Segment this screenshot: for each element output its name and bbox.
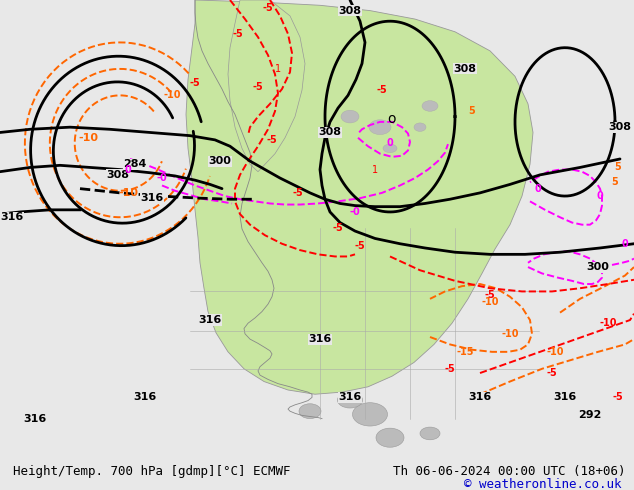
Text: 316: 316: [553, 392, 577, 402]
Text: -5: -5: [484, 290, 495, 299]
Text: -10: -10: [118, 188, 138, 198]
Text: -5: -5: [233, 29, 243, 39]
Text: -5: -5: [190, 77, 200, 88]
Text: 308: 308: [107, 170, 129, 180]
Ellipse shape: [376, 428, 404, 447]
Polygon shape: [186, 0, 533, 394]
Text: 0: 0: [621, 239, 628, 249]
Polygon shape: [228, 0, 305, 172]
Text: -10: -10: [163, 90, 181, 100]
Text: 292: 292: [578, 411, 602, 420]
Text: -5: -5: [612, 392, 623, 402]
Text: 0: 0: [534, 184, 541, 194]
Ellipse shape: [341, 110, 359, 123]
Ellipse shape: [369, 120, 391, 135]
Text: 5: 5: [469, 106, 476, 116]
Ellipse shape: [383, 144, 397, 152]
Text: 308: 308: [339, 5, 361, 16]
Text: 0: 0: [387, 138, 393, 148]
Text: -10: -10: [599, 318, 617, 328]
Text: -0: -0: [349, 207, 360, 217]
Text: 308: 308: [318, 127, 342, 138]
Text: -5: -5: [444, 364, 455, 374]
Text: 316: 316: [469, 392, 491, 402]
Text: 0: 0: [597, 191, 604, 201]
Text: Height/Temp. 700 hPa [gdmp][°C] ECMWF: Height/Temp. 700 hPa [gdmp][°C] ECMWF: [13, 465, 290, 478]
Text: 308: 308: [453, 64, 477, 74]
Ellipse shape: [422, 100, 438, 111]
Text: 316: 316: [339, 392, 361, 402]
Text: -10: -10: [481, 297, 499, 307]
Text: -0: -0: [157, 173, 167, 183]
Text: -5: -5: [293, 188, 304, 198]
Text: 1: 1: [372, 165, 378, 174]
Text: -15: -15: [456, 347, 474, 357]
Text: 316: 316: [23, 414, 47, 424]
Text: Th 06-06-2024 00:00 UTC (18+06): Th 06-06-2024 00:00 UTC (18+06): [393, 465, 626, 478]
Text: -5: -5: [354, 241, 365, 251]
Text: -5: -5: [377, 85, 387, 95]
Text: 316: 316: [198, 315, 222, 325]
Text: -5: -5: [267, 135, 278, 145]
Text: 316: 316: [133, 392, 157, 402]
Text: 300: 300: [209, 156, 231, 166]
Ellipse shape: [414, 123, 426, 131]
Text: 5: 5: [612, 177, 618, 187]
Text: 300: 300: [586, 262, 609, 272]
Text: 5: 5: [614, 163, 621, 172]
Ellipse shape: [353, 403, 387, 426]
Text: 316: 316: [0, 212, 23, 222]
Ellipse shape: [337, 392, 363, 408]
Text: -5: -5: [547, 368, 557, 378]
Text: 316: 316: [308, 334, 332, 344]
Ellipse shape: [420, 427, 440, 440]
Text: -5: -5: [262, 3, 273, 14]
Text: -10: -10: [547, 347, 564, 357]
Text: 308: 308: [609, 122, 631, 132]
Text: 1: 1: [275, 64, 281, 74]
Text: -5: -5: [333, 223, 344, 233]
Text: © weatheronline.co.uk: © weatheronline.co.uk: [464, 478, 621, 490]
Text: 0: 0: [125, 165, 131, 174]
Text: 284: 284: [123, 159, 146, 169]
Text: 316: 316: [140, 193, 164, 203]
Text: o: o: [388, 112, 396, 126]
Text: -5: -5: [252, 82, 263, 92]
Text: -10: -10: [501, 329, 519, 339]
Ellipse shape: [299, 404, 321, 418]
Text: -10: -10: [78, 133, 98, 143]
